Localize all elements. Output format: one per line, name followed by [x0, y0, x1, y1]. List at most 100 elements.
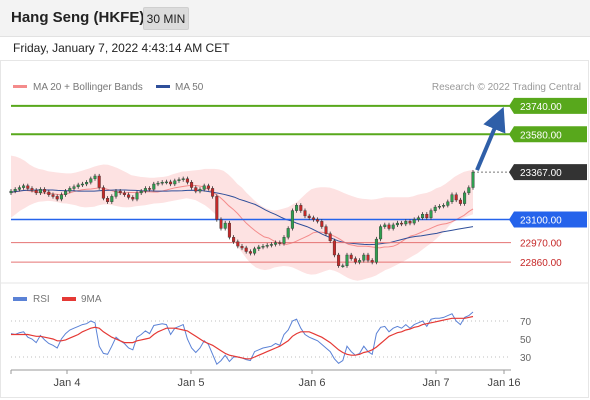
candle [135, 190, 139, 202]
candle-body [370, 260, 374, 263]
candle [215, 194, 219, 222]
candle [68, 186, 72, 194]
candle [232, 235, 236, 244]
candle [131, 195, 135, 202]
candle [303, 208, 307, 219]
candle [274, 240, 278, 247]
candle [454, 192, 458, 203]
level-label: 23367.00 [520, 168, 562, 179]
candle [202, 183, 206, 192]
candle-body [383, 224, 387, 227]
candle-body [471, 171, 475, 188]
candle [391, 222, 395, 231]
level-tag: 23580.00 [509, 126, 587, 143]
ma20-legend-label: MA 20 + Bollinger Bands [33, 82, 143, 93]
candle-body [114, 190, 118, 197]
candle-body [454, 194, 458, 201]
candle [362, 252, 366, 263]
candle [366, 252, 370, 263]
candle [101, 185, 105, 201]
rsi-legend: RSI 9MA [13, 294, 102, 305]
candle [408, 219, 412, 226]
candle-body [177, 179, 181, 182]
candle-body [286, 228, 290, 238]
candle [358, 258, 362, 265]
candle-body [160, 181, 164, 184]
candle [51, 192, 55, 199]
candle [265, 243, 269, 249]
candle-body [345, 254, 349, 266]
candle [34, 188, 38, 195]
candle-body [122, 192, 126, 195]
timeframe-button[interactable]: 30 MIN [143, 7, 189, 30]
level-tag-bg [509, 126, 587, 143]
candle-body [349, 254, 353, 259]
candle [236, 239, 240, 249]
candle [311, 215, 315, 222]
rsi-tick-label: 30 [520, 353, 532, 364]
level-label: 23580.00 [520, 130, 562, 141]
candle-body [202, 185, 206, 190]
candle-body [55, 196, 59, 200]
candle [248, 249, 252, 256]
candle [160, 180, 164, 186]
candle [316, 217, 320, 224]
candle-body [185, 178, 189, 183]
candle-body [68, 188, 72, 192]
candle [194, 185, 198, 194]
candle-body [379, 226, 383, 240]
candle-body [248, 251, 252, 254]
candle-body [437, 205, 441, 208]
candle-body [442, 205, 446, 207]
candle-body [265, 245, 269, 247]
rsi-line [10, 311, 474, 366]
rsi-ma-line [11, 315, 474, 360]
candle-body [85, 181, 89, 185]
rsi-legend-swatch [13, 297, 27, 301]
candle-body [9, 190, 13, 194]
candle [253, 246, 257, 256]
candle [379, 224, 383, 242]
candle-body [412, 219, 416, 224]
candle-body [47, 191, 51, 195]
candle-body [89, 178, 93, 183]
level-tag-bg [509, 97, 587, 114]
rsi-panel: RSI 9MA 70 50 30 [10, 294, 532, 366]
candle-body [425, 213, 429, 218]
candle-body [219, 219, 223, 229]
candle-body [458, 199, 462, 204]
candle-body [274, 242, 278, 245]
candle-body [257, 246, 261, 249]
candle [278, 240, 282, 246]
candle-body [43, 189, 47, 193]
main-legend: MA 20 + Bollinger Bands MA 50 [13, 82, 204, 93]
candle [59, 192, 63, 202]
candle-body [387, 224, 391, 229]
candle-body [227, 222, 231, 238]
candle-body [416, 217, 420, 220]
candle-body [463, 192, 467, 204]
candle-body [446, 201, 450, 206]
candle [152, 181, 156, 192]
candle-body [97, 175, 101, 188]
candle [64, 189, 68, 197]
candle-body [404, 221, 408, 225]
candle [328, 231, 332, 243]
candle [257, 244, 261, 251]
candle [450, 192, 454, 204]
candle [22, 183, 26, 190]
candle [429, 208, 433, 220]
candle-body [26, 185, 30, 189]
candles-group [9, 170, 475, 268]
candle-body [299, 205, 303, 211]
candle [442, 203, 446, 209]
candle [97, 173, 101, 190]
candle-body [64, 190, 68, 195]
candle-body [13, 189, 17, 192]
candle [295, 203, 299, 213]
candle-body [421, 213, 425, 218]
candle [437, 204, 441, 210]
candle [211, 186, 215, 199]
candle-body [190, 181, 194, 188]
candle-body [118, 190, 122, 194]
